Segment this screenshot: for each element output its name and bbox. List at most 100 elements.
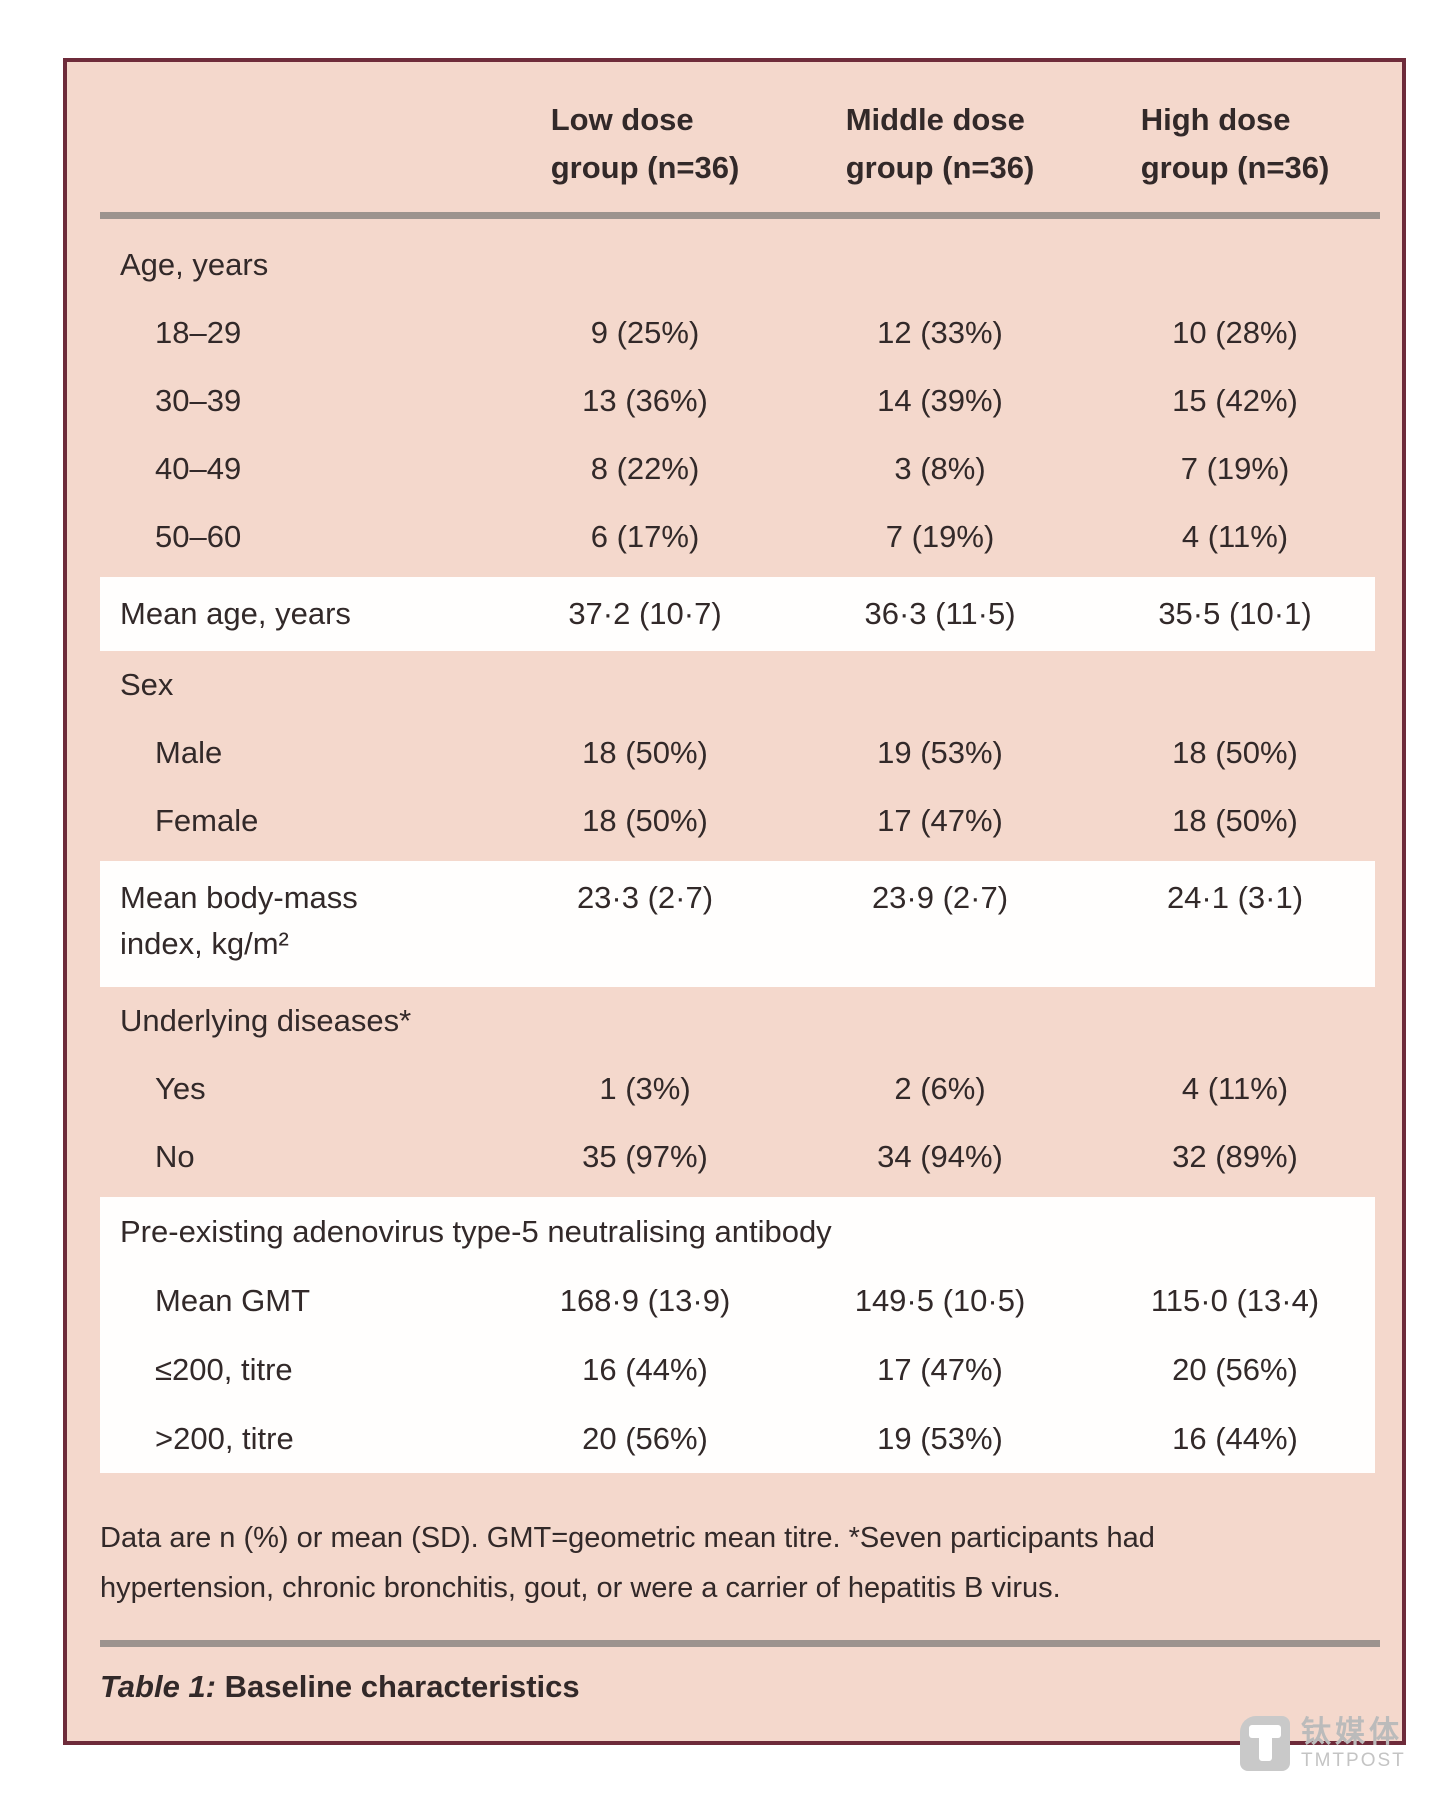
row-value: 4 (11%)	[1181, 1071, 1289, 1106]
table-row: Pre-existing adenovirus type-5 neutralis…	[100, 1197, 1375, 1266]
table-row: 40–49 8 (22%) 3 (8%) 7 (19%)	[67, 435, 1402, 503]
row-value: 18 (50%)	[582, 735, 708, 770]
row-label: Yes	[155, 1071, 206, 1106]
row-value: 19 (53%)	[877, 735, 1003, 770]
col-header-high-dose-line1: High dose	[1140, 102, 1291, 137]
row-value: 2 (6%)	[894, 1071, 986, 1106]
table-row: ≤200, titre 16 (44%) 17 (47%) 20 (56%)	[100, 1335, 1375, 1404]
row-label: Mean body-mass index, kg/m²	[120, 880, 358, 961]
row-value: 19 (53%)	[877, 1420, 1003, 1456]
row-label: >200, titre	[155, 1420, 294, 1456]
table-header-row: Low dose group (n=36) Middle dose group …	[67, 62, 1402, 192]
table-footnote: Data are n (%) or mean (SD). GMT=geometr…	[100, 1513, 1362, 1613]
col-header-low-dose-line1: Low dose	[550, 102, 694, 137]
row-label: Mean GMT	[155, 1282, 311, 1318]
col-header-low-dose-line2: group (n=36)	[550, 150, 740, 185]
row-value: 149·5 (10·5)	[854, 1282, 1026, 1318]
caption-title: Baseline characteristics	[224, 1669, 580, 1704]
row-label: Underlying diseases*	[120, 1003, 412, 1038]
table-row: Underlying diseases*	[67, 987, 1402, 1055]
row-label: ≤200, titre	[155, 1351, 293, 1387]
row-group: Age, years 18–29 9 (25%) 12 (33%) 10 (28%) 30…	[67, 231, 1402, 571]
row-value: 16 (44%)	[1172, 1420, 1298, 1456]
row-value: 10 (28%)	[1172, 315, 1298, 350]
row-label: Sex	[120, 667, 174, 702]
row-value: 18 (50%)	[1172, 803, 1298, 838]
table-row: Male 18 (50%) 19 (53%) 18 (50%)	[67, 719, 1402, 787]
row-value: 16 (44%)	[582, 1351, 708, 1387]
row-label: 50–60	[155, 519, 242, 554]
tmtpost-watermark: 钛媒体 TMTPOST	[1240, 1716, 1406, 1772]
row-value: 32 (89%)	[1172, 1139, 1298, 1174]
col-header-middle-dose-line2: group (n=36)	[845, 150, 1035, 185]
row-value: 3 (8%)	[894, 451, 986, 486]
table-row: Mean GMT 168·9 (13·9) 149·5 (10·5) 115·0 (1…	[100, 1266, 1375, 1335]
row-value: 13 (36%)	[582, 383, 708, 418]
row-value: 8 (22%)	[590, 451, 700, 486]
row-value: 6 (17%)	[590, 519, 700, 554]
caption-divider-rule	[100, 1640, 1380, 1647]
footnote-line1: Data are n (%) or mean (SD). GMT=geometr…	[100, 1522, 1155, 1554]
row-value: 7 (19%)	[1180, 451, 1290, 486]
row-value: 23·3 (2·7)	[576, 880, 714, 915]
highlight-band: Mean body-mass index, kg/m² 23·3 (2·7) 23·9…	[100, 861, 1375, 987]
table-row: 30–39 13 (36%) 14 (39%) 15 (42%)	[67, 367, 1402, 435]
table-row: >200, titre 20 (56%) 19 (53%) 16 (44%)	[100, 1404, 1375, 1473]
tmtpost-logo-icon	[1240, 1716, 1290, 1771]
row-value: 20 (56%)	[582, 1420, 708, 1456]
watermark-latin-text: TMTPOST	[1301, 1750, 1406, 1771]
col-header-low-dose: Low dose group (n=36)	[510, 96, 780, 192]
row-value: 34 (94%)	[877, 1139, 1003, 1174]
row-group: Underlying diseases* Yes 1 (3%) 2 (6%) 4 (11…	[67, 987, 1402, 1191]
header-divider-rule	[100, 212, 1380, 219]
table-row: Female 18 (50%) 17 (47%) 18 (50%)	[67, 787, 1402, 855]
row-label: 30–39	[155, 383, 242, 418]
row-label: Mean age, years	[120, 596, 351, 631]
row-value: 36·3 (11·5)	[864, 596, 1016, 631]
row-value: 17 (47%)	[877, 1351, 1003, 1387]
row-value: 35·5 (10·1)	[1158, 596, 1312, 631]
row-value: 35 (97%)	[582, 1139, 708, 1174]
highlight-band: Mean age, years 37·2 (10·7) 36·3 (11·5) 35·…	[100, 577, 1375, 651]
table-row: Mean body-mass index, kg/m² 23·3 (2·7) 23·9…	[100, 861, 1375, 987]
row-value: 18 (50%)	[1172, 735, 1298, 770]
row-label: Female	[155, 803, 259, 838]
row-value: 18 (50%)	[582, 803, 708, 838]
watermark-cjk-text: 钛媒体	[1301, 1716, 1403, 1749]
baseline-characteristics-table: Low dose group (n=36) Middle dose group …	[63, 58, 1406, 1745]
row-value: 168·9 (13·9)	[559, 1282, 731, 1318]
table-caption: Table 1: Baseline characteristics	[100, 1665, 1380, 1709]
table-row: No 35 (97%) 34 (94%) 32 (89%)	[67, 1123, 1402, 1191]
row-label: Age, years	[120, 247, 269, 282]
row-value: 37·2 (10·7)	[568, 596, 722, 631]
col-header-middle-dose-line1: Middle dose	[845, 102, 1025, 137]
row-value: 14 (39%)	[877, 383, 1003, 418]
row-value: 15 (42%)	[1172, 383, 1298, 418]
table-body: Age, years 18–29 9 (25%) 12 (33%) 10 (28%) 30…	[67, 231, 1402, 1473]
row-label: Male	[155, 735, 223, 770]
row-value: 24·1 (3·1)	[1166, 880, 1304, 915]
row-value: 1 (3%)	[599, 1071, 691, 1106]
row-value: 9 (25%)	[590, 315, 700, 350]
row-label: Pre-existing adenovirus type-5 neutralis…	[120, 1213, 832, 1249]
table-row: Sex	[67, 651, 1402, 719]
row-value: 17 (47%)	[877, 803, 1003, 838]
header-spacer-cell	[67, 96, 510, 192]
row-label: No	[155, 1139, 195, 1174]
table-row: Mean age, years 37·2 (10·7) 36·3 (11·5) 35·…	[100, 577, 1375, 651]
row-value: 7 (19%)	[885, 519, 995, 554]
row-label: 18–29	[155, 315, 242, 350]
table-row: 50–60 6 (17%) 7 (19%) 4 (11%)	[67, 503, 1402, 571]
row-value: 20 (56%)	[1172, 1351, 1298, 1387]
col-header-high-dose-line2: group (n=36)	[1140, 150, 1330, 185]
row-value: 115·0 (13·4)	[1150, 1282, 1320, 1318]
highlight-band: Pre-existing adenovirus type-5 neutralis…	[100, 1197, 1375, 1473]
caption-prefix: Table 1:	[100, 1669, 216, 1704]
row-group: Sex Male 18 (50%) 19 (53%) 18 (50%) Female 18 …	[67, 651, 1402, 855]
table-row: 18–29 9 (25%) 12 (33%) 10 (28%)	[67, 299, 1402, 367]
row-value: 4 (11%)	[1181, 519, 1289, 554]
row-label: 40–49	[155, 451, 242, 486]
footnote-line2: hypertension, chronic bronchitis, gout, …	[100, 1572, 1061, 1604]
row-value: 12 (33%)	[877, 315, 1003, 350]
